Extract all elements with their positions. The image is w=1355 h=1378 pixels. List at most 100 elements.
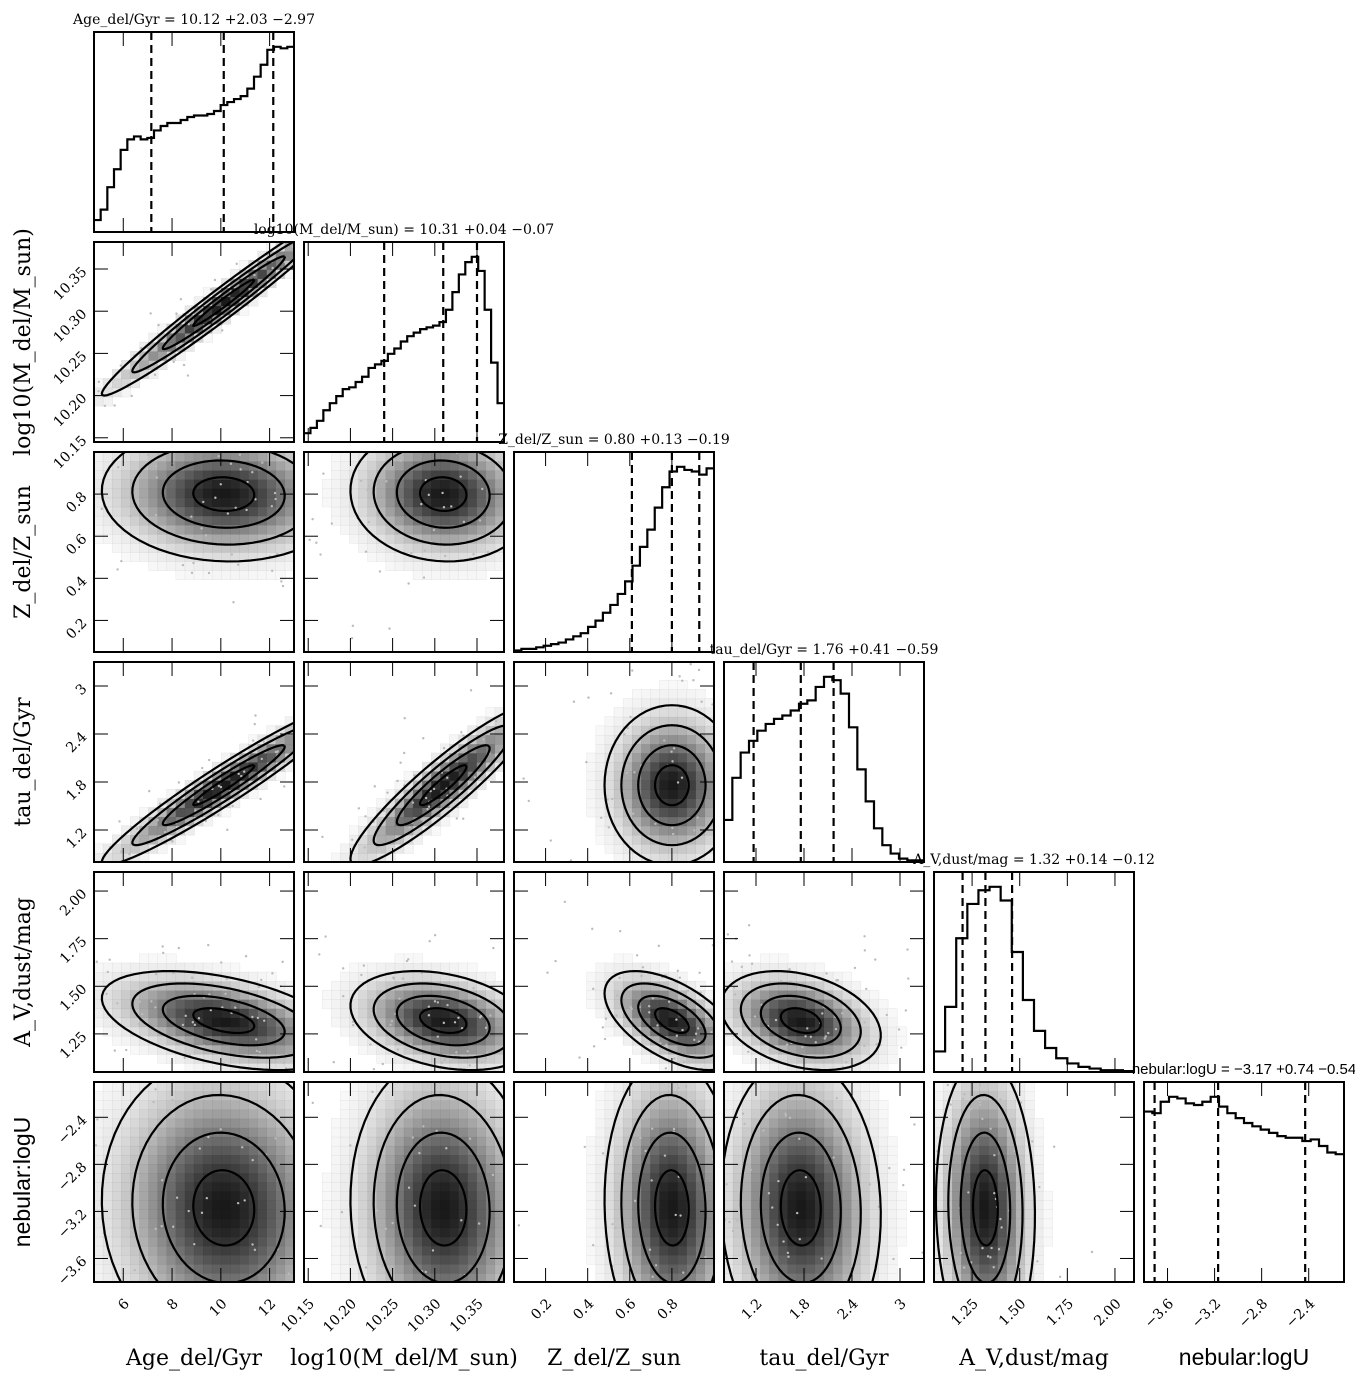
density-cell (677, 734, 688, 745)
density-cell (741, 1181, 753, 1192)
sample-point (410, 1113, 413, 1116)
density-cell (668, 779, 679, 791)
density-cell (751, 1109, 762, 1120)
density-cell (622, 1118, 633, 1129)
sample-point (420, 502, 423, 506)
density-cell (604, 1099, 615, 1111)
density-cell (650, 807, 661, 818)
y-tick-label-mass: 10.15 (51, 433, 91, 473)
density-cell (403, 1082, 414, 1092)
density-cell (385, 1109, 396, 1120)
sample-point (442, 1021, 446, 1025)
sample-point (175, 1196, 179, 1199)
density-cell (787, 1145, 798, 1156)
density-cell (805, 1099, 816, 1111)
sample-point (900, 1046, 903, 1049)
density-cell (166, 1090, 177, 1101)
density-cell (476, 1190, 487, 1201)
density-cell (595, 1154, 606, 1165)
density-cell (266, 1127, 277, 1138)
density-cell (631, 1090, 643, 1101)
sample-point (118, 820, 121, 823)
density-cell (211, 569, 223, 581)
density-cell (257, 488, 268, 499)
density-cell (148, 560, 159, 571)
x-tick-label-metal: 0.8 (654, 1296, 681, 1323)
density-cell (449, 1145, 460, 1156)
density-cell (157, 1127, 168, 1138)
sample-point (631, 812, 635, 815)
density-cell (677, 971, 688, 982)
density-cell (139, 1181, 150, 1192)
sample-point (466, 1050, 469, 1053)
sample-point (364, 815, 367, 818)
sample-point (680, 776, 684, 779)
density-cell (832, 1145, 843, 1156)
sample-point (187, 323, 190, 326)
density-cell (102, 1026, 113, 1037)
density-cell (266, 542, 277, 553)
contour-level (653, 764, 690, 807)
sample-point (388, 627, 391, 630)
density-cell (595, 1136, 606, 1147)
sample-point (834, 1027, 838, 1031)
density-cell (841, 1254, 853, 1265)
density-cell (668, 1218, 679, 1229)
density-cell (266, 1190, 277, 1201)
density-cell (248, 1082, 259, 1092)
contour-level (131, 1093, 294, 1282)
density-cell (467, 1190, 478, 1201)
density-cell (659, 752, 670, 763)
sample-point (86, 350, 88, 352)
sample-point (417, 1299, 419, 1301)
sample-point (420, 1073, 422, 1075)
density-cell (248, 542, 259, 553)
axes-frame (513, 1081, 715, 1283)
density-cell (148, 1181, 159, 1192)
density-cell (248, 1163, 259, 1174)
density-cell (130, 1082, 141, 1092)
density-cell (211, 560, 223, 571)
density-cell (385, 551, 396, 562)
density-cell (193, 1236, 204, 1247)
density-cell (641, 1090, 652, 1101)
density-cell (631, 725, 643, 736)
sample-point (645, 889, 647, 891)
sample-point (467, 537, 471, 540)
density-cell (732, 1263, 743, 1274)
density-cell (275, 1044, 286, 1055)
density-cell (476, 999, 487, 1010)
density-cell (102, 1199, 113, 1211)
density-cell (202, 1082, 213, 1092)
density-cell (796, 1190, 807, 1201)
sample-point (616, 994, 619, 997)
sample-point (187, 1209, 190, 1213)
density-cell (239, 488, 250, 499)
density-cell (467, 479, 478, 490)
sample-point (542, 713, 544, 715)
density-cell (184, 1236, 195, 1247)
density-cell (613, 707, 624, 718)
density-cell (193, 452, 204, 462)
sample-point (607, 826, 610, 829)
axes-frame (303, 1081, 505, 1283)
density-cell (385, 1199, 396, 1211)
density-cell (686, 1118, 697, 1129)
density-cell (631, 779, 643, 791)
sample-point (684, 1085, 688, 1088)
density-cell (230, 1254, 241, 1265)
density-cell (211, 1109, 223, 1120)
sample-point (572, 727, 574, 729)
diag-panel-metal (513, 451, 715, 653)
sample-point (399, 459, 402, 462)
sample-point (194, 809, 197, 812)
sample-point (439, 438, 441, 440)
density-cell (358, 971, 369, 982)
sample-point (172, 360, 175, 364)
density-cell (896, 1035, 907, 1046)
density-cell (184, 506, 195, 517)
density-cell (659, 1218, 670, 1229)
sample-point (254, 714, 257, 717)
density-cell (340, 843, 351, 854)
sample-point (105, 992, 108, 996)
